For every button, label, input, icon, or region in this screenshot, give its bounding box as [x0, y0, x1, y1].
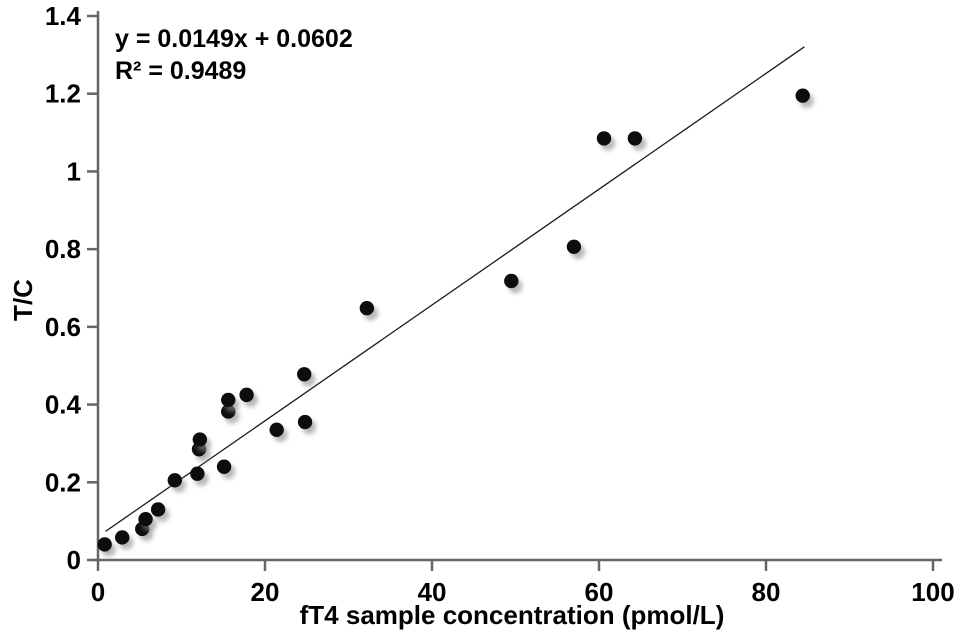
- x-tick-label: 100: [911, 577, 954, 607]
- x-tick-label: 40: [418, 577, 447, 607]
- x-tick-label: 80: [752, 577, 781, 607]
- y-tick-label: 0: [67, 545, 81, 575]
- y-tick-label: 1.4: [45, 1, 82, 31]
- y-tick-label: 0.2: [45, 467, 81, 497]
- axes: 0 20 40 60 80 100 0 0.2 0.4 0.6 0.8 1 1.2 1.4: [45, 1, 955, 607]
- x-tick-label: 0: [91, 577, 105, 607]
- trendline: [105, 46, 805, 532]
- data-point: [239, 387, 254, 403]
- data-point: [596, 131, 612, 146]
- data-point: [297, 367, 312, 382]
- x-tick-label: 20: [251, 577, 280, 607]
- data-point: [216, 459, 232, 474]
- equation-label: y = 0.0149x + 0.0602: [115, 25, 353, 53]
- trendline-segment: [105, 46, 805, 532]
- data-point: [221, 392, 236, 408]
- data-point: [627, 131, 643, 146]
- y-axis-title: T/C: [8, 279, 38, 321]
- data-points: [97, 88, 810, 552]
- data-point: [504, 273, 519, 289]
- data-point: [269, 422, 284, 438]
- y-tick-label: 0.6: [45, 312, 81, 342]
- data-point: [150, 502, 166, 517]
- data-point: [190, 466, 205, 481]
- data-point: [297, 414, 313, 430]
- data-point: [167, 473, 183, 488]
- data-point: [115, 530, 130, 545]
- data-point: [566, 239, 582, 255]
- data-point: [221, 404, 236, 419]
- y-tick-label: 1: [67, 156, 81, 186]
- data-point: [192, 432, 208, 447]
- x-tick-label: 60: [585, 577, 614, 607]
- y-tick-label: 0.8: [45, 234, 81, 264]
- r-squared-label: R² = 0.9489: [115, 57, 246, 85]
- data-point: [97, 537, 112, 552]
- data-point: [359, 301, 375, 316]
- x-axis-title: fT4 sample concentration (pmol/L): [300, 600, 725, 630]
- data-point: [138, 512, 153, 527]
- y-tick-label: 1.2: [45, 79, 81, 109]
- y-tick-label: 0.4: [45, 390, 82, 420]
- data-point: [795, 88, 810, 103]
